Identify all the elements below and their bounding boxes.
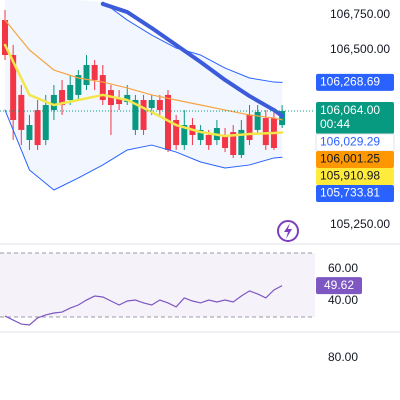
y-tick-label: 105,250.00 <box>330 217 390 231</box>
candle-body <box>262 118 269 146</box>
candle-body <box>42 105 49 141</box>
indicator-line <box>4 109 283 191</box>
candle-body <box>26 125 33 141</box>
price-label: 106,029.29 <box>320 135 380 149</box>
pane3-tick-label: 80.00 <box>328 350 358 364</box>
candle-body <box>34 110 41 146</box>
candle-body <box>222 134 229 149</box>
candle-body <box>205 134 212 146</box>
candle-body <box>18 94 25 130</box>
price-label-box <box>316 151 394 169</box>
candle-body <box>254 112 261 130</box>
price-tag-box <box>316 102 394 135</box>
candle-body <box>148 99 155 108</box>
candle-body <box>116 98 123 105</box>
candle-body <box>10 55 17 121</box>
rsi-tick-label: 40.00 <box>328 293 358 307</box>
rsi-band-shading <box>0 253 315 317</box>
candle-body <box>99 75 106 100</box>
candle-body <box>173 120 180 146</box>
candle-body <box>238 129 245 156</box>
candle-body <box>2 20 8 56</box>
price-tag-countdown: 00:44 <box>320 117 350 131</box>
candle-body <box>83 64 90 85</box>
price-label-box <box>316 185 394 203</box>
price-label: 106,001.25 <box>320 152 380 166</box>
icon-bolt[interactable] <box>284 223 292 239</box>
y-tick-label: 106,750.00 <box>330 7 390 21</box>
indicator-line <box>3 43 284 138</box>
candle-body <box>59 90 66 106</box>
price-label-box <box>316 73 394 91</box>
candle-body <box>197 129 204 141</box>
candle-body <box>132 99 139 130</box>
rsi-label-box <box>316 277 362 295</box>
candle-body <box>91 64 98 80</box>
candle-body <box>230 132 237 156</box>
candle-body <box>67 84 74 100</box>
indicator-line <box>4 19 283 121</box>
price-label: 106,268.69 <box>320 75 380 89</box>
indicator-line <box>100 1 285 118</box>
alert-icon[interactable] <box>277 220 299 242</box>
price-label-box <box>316 168 394 186</box>
candle-body <box>124 94 131 102</box>
candle-body <box>279 111 286 126</box>
rsi-label: 49.62 <box>324 278 354 292</box>
price-label: 105,910.98 <box>320 169 380 183</box>
candle-body <box>50 94 57 111</box>
candle-body <box>156 99 163 111</box>
candle-body <box>165 94 171 150</box>
candle-body <box>246 114 253 141</box>
y-tick-label: 106,500.00 <box>330 42 390 56</box>
candle-body <box>75 75 82 95</box>
rsi-line <box>4 285 283 326</box>
candle-body <box>140 99 147 130</box>
price-tag-label: 106,064.00 <box>320 103 380 117</box>
price-label: 105,733.81 <box>320 186 380 200</box>
candle-body <box>181 125 188 146</box>
indicator-line <box>102 1 283 83</box>
rsi-tick-label: 60.00 <box>328 261 358 275</box>
